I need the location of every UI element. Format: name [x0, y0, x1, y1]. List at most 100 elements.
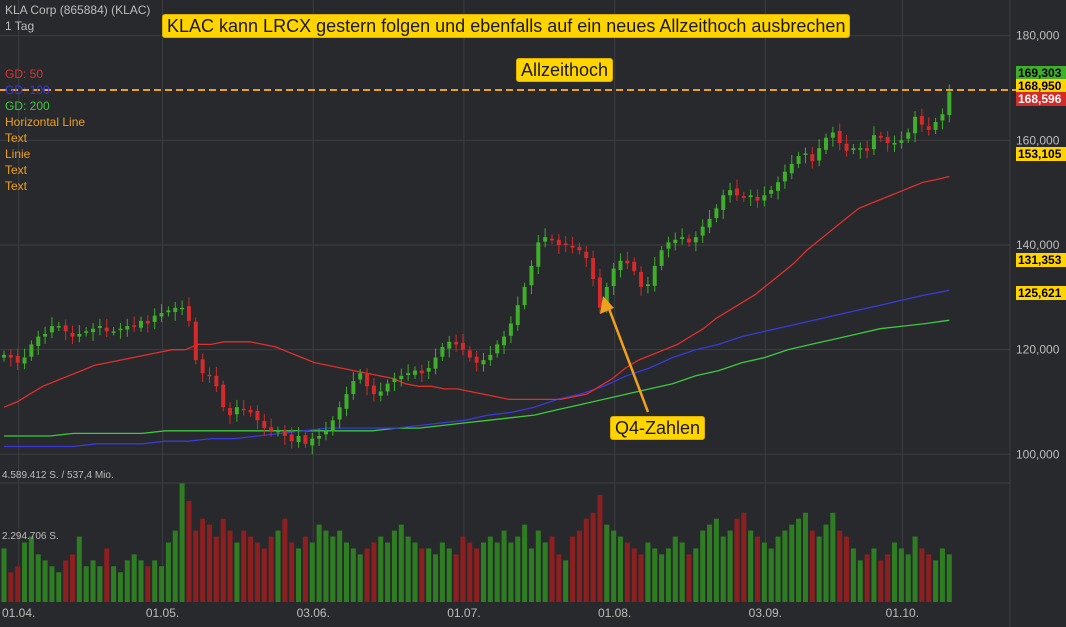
legend-item[interactable]: GD: 50	[5, 67, 44, 81]
candle-body	[351, 381, 356, 395]
candle-body	[310, 438, 315, 446]
volume-bar	[344, 542, 349, 602]
volume-bar	[926, 554, 932, 602]
volume-bar	[330, 536, 336, 602]
earnings-arrow-line[interactable]	[606, 305, 650, 413]
candle-body	[474, 356, 479, 363]
ath-label[interactable]: Allzeithoch	[516, 58, 614, 82]
volume-bar	[193, 530, 199, 602]
candle-body	[467, 350, 472, 358]
candle-body	[330, 420, 335, 432]
volume-bar	[83, 566, 89, 602]
volume-bar	[528, 548, 534, 602]
candle-body	[591, 258, 596, 280]
volume-bar	[542, 542, 548, 602]
candle-body	[741, 196, 746, 198]
volume-bar	[419, 548, 425, 602]
legend-item[interactable]: GD: 100	[5, 83, 50, 97]
candle-body	[317, 435, 322, 439]
candle-body	[454, 341, 459, 345]
candle-body	[734, 188, 739, 196]
volume-bar	[268, 536, 274, 602]
candle-body	[782, 171, 787, 182]
volume-bar	[912, 536, 918, 602]
candle-body	[687, 238, 691, 243]
candle-body	[639, 271, 644, 287]
candle-body	[132, 325, 137, 327]
volume-bar	[864, 554, 870, 602]
candle-body	[597, 277, 602, 308]
volume-bar	[789, 524, 795, 602]
volume-bar	[857, 560, 863, 602]
candle-body	[166, 310, 171, 313]
volume-bar	[426, 548, 432, 602]
candle-body	[844, 143, 849, 151]
candle-body	[680, 237, 685, 239]
volume-bar	[124, 560, 130, 602]
volume-bar	[350, 548, 356, 602]
candle-body	[200, 359, 205, 374]
volume-bar	[179, 483, 185, 602]
candle-body	[22, 357, 27, 364]
volume-bar	[672, 536, 678, 602]
volume-bar	[652, 548, 658, 602]
candle-body	[515, 305, 520, 326]
volume-bar	[624, 542, 630, 602]
volume-bar	[515, 536, 521, 602]
volume-bar	[775, 536, 781, 602]
candle-body	[919, 116, 924, 125]
volume-bar	[207, 524, 212, 602]
volume-bar	[165, 542, 171, 602]
legend-item[interactable]: Text	[5, 163, 28, 177]
volume-bar	[604, 524, 610, 602]
candle-body	[776, 182, 781, 191]
volume-bar	[885, 554, 891, 602]
candle-body	[824, 137, 828, 150]
legend-item[interactable]: Text	[5, 131, 28, 145]
volume-bar	[398, 524, 404, 602]
candle-body	[426, 367, 431, 372]
x-tick-label: 01.08.	[598, 606, 631, 620]
volume-bar	[727, 530, 733, 602]
volume-bar	[741, 512, 747, 602]
sma200-line	[4, 319, 950, 437]
y-tick-label: 160,000	[1016, 133, 1060, 147]
x-tick-label: 01.04.	[2, 606, 35, 620]
volume-bar	[816, 536, 822, 602]
candle-body	[645, 284, 650, 287]
volume-bar	[796, 518, 802, 602]
candle-body	[419, 370, 424, 374]
volume-bar	[768, 548, 774, 602]
volume-bar	[15, 566, 21, 602]
legend-item[interactable]: GD: 200	[5, 99, 50, 113]
candle-body	[673, 239, 678, 244]
legend-item[interactable]: Horizontal Line	[5, 115, 86, 129]
candle-body	[15, 355, 20, 363]
volume-bar	[357, 554, 363, 602]
volume-bar	[700, 530, 706, 602]
volume-bar	[802, 512, 808, 602]
volume-bar	[707, 524, 713, 602]
volume-bar	[296, 548, 302, 602]
volume-bar	[508, 542, 514, 602]
candle-body	[77, 333, 82, 337]
volume-bar	[460, 536, 466, 602]
sma50-line	[3, 175, 950, 408]
volume-bar	[200, 518, 206, 602]
earnings-label[interactable]: Q4-Zahlen	[610, 416, 706, 440]
candle-body	[248, 409, 253, 413]
candle-body	[693, 237, 698, 243]
volume-bar	[686, 554, 692, 602]
volume-bar	[261, 548, 267, 602]
volume-bar	[837, 530, 843, 602]
volume-bar	[76, 536, 82, 602]
candle-body	[502, 336, 507, 346]
legend-item[interactable]: Text	[5, 179, 28, 193]
legend-item[interactable]: Linie	[5, 147, 31, 161]
volume-bar	[665, 548, 671, 602]
volume-bar	[97, 566, 103, 602]
candle-body	[145, 320, 150, 324]
chart-headline[interactable]: KLAC kann LRCX gestern folgen und ebenfa…	[162, 14, 851, 38]
indicator-legend: GD: 50 GD: 100 GD: 200 Horizontal Line Text L…	[5, 66, 85, 194]
candle-body	[8, 354, 13, 358]
